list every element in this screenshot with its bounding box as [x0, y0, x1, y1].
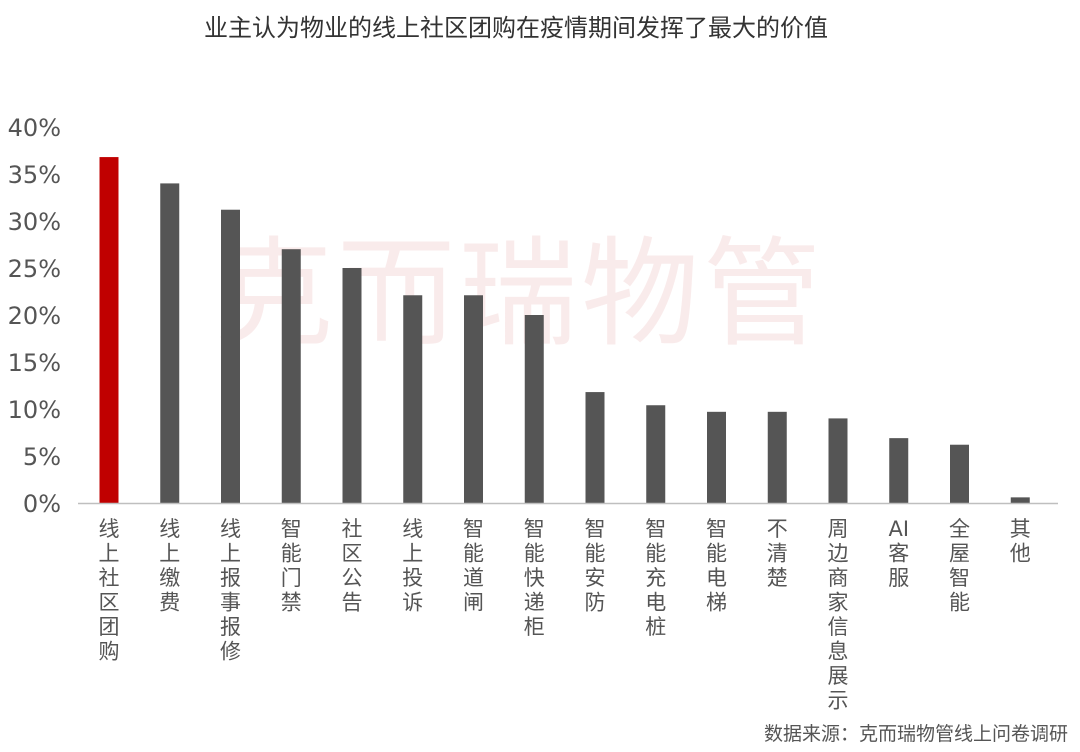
chart-title: 业主认为物业的线上社区团购在疫情期间发挥了最大的价值 [204, 14, 828, 42]
bar [281, 249, 301, 503]
y-tick-label: 35% [8, 161, 61, 189]
bar [828, 418, 848, 503]
y-tick-label: 25% [8, 255, 61, 283]
y-tick-label: 0% [23, 490, 61, 518]
bar [160, 183, 180, 503]
y-axis-ticks: 0% 5% 10% 15% 20% 25% 30% 35% 40% [8, 114, 61, 518]
category-label: 智能道闸 [463, 517, 484, 615]
bar [221, 209, 240, 503]
bar [403, 295, 423, 503]
bar [707, 411, 726, 503]
category-label: 智能电梯 [706, 517, 727, 615]
bar [585, 392, 605, 503]
category-label: 智能快递柜 [524, 517, 545, 639]
category-label: 智能安防 [585, 517, 606, 615]
category-label: 其他 [1010, 517, 1031, 566]
bar [99, 157, 119, 503]
bar [646, 405, 666, 503]
bar [342, 268, 362, 503]
bars [99, 157, 1030, 503]
category-label: 线上缴费 [159, 517, 180, 615]
bar [1010, 497, 1030, 503]
y-tick-label: 5% [23, 443, 61, 471]
category-label: 全屋智能 [949, 517, 970, 615]
y-tick-label: 30% [8, 208, 61, 236]
category-label: AI 客服 [888, 517, 909, 590]
watermark: 克而瑞物管 [215, 225, 825, 363]
y-tick-label: 15% [8, 349, 61, 377]
y-tick-label: 40% [8, 114, 61, 142]
category-labels: 线上社区团购 线上缴费 线上报事报修 智能门禁 社区公告 线上投诉 智能道闸 智能快递柜 智能安… [99, 517, 1031, 713]
bar [767, 411, 787, 503]
category-label: 线上社区团购 [99, 517, 120, 664]
category-label: 社区公告 [342, 517, 363, 615]
category-label: 线上投诉 [402, 517, 423, 615]
bar [950, 444, 969, 503]
source-note: 数据来源：克而瑞物管线上问卷调研 [764, 723, 1068, 745]
category-label: 线上报事报修 [220, 517, 241, 664]
bar [464, 295, 483, 503]
category-label: 智能门禁 [281, 517, 302, 615]
y-tick-label: 20% [8, 302, 61, 330]
category-label: 周边商家信息展示 [828, 517, 849, 713]
y-tick-label: 10% [8, 396, 61, 424]
category-label: 不清楚 [767, 517, 788, 590]
bar [889, 438, 909, 503]
bar [524, 315, 544, 503]
category-label: 智能充电桩 [645, 517, 666, 639]
